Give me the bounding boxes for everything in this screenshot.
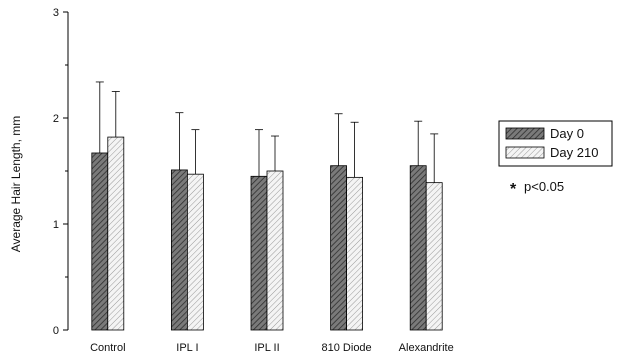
bar-day-210 xyxy=(107,136,125,331)
x-axis-labels: Control IPL I IPL II 810 Diode Alexandrite xyxy=(90,342,454,354)
bar-day-0 xyxy=(330,165,348,331)
bars xyxy=(91,136,443,331)
x-tick-label: Alexandrite xyxy=(399,342,454,354)
x-tick-label: IPL I xyxy=(176,342,198,354)
y-tick-label: 3 xyxy=(53,7,59,19)
legend-swatch-day-210 xyxy=(505,146,545,159)
x-tick-label: Control xyxy=(90,342,125,354)
bar-day-210 xyxy=(186,173,204,331)
x-tick-label: IPL II xyxy=(254,342,279,354)
bar-day-210 xyxy=(425,182,443,331)
x-tick-label: 810 Diode xyxy=(322,342,372,354)
y-tick-label: 0 xyxy=(53,325,59,337)
bar-day-0 xyxy=(91,152,109,331)
bar-day-210 xyxy=(266,170,284,331)
bar-day-0 xyxy=(170,169,188,331)
bar-day-0 xyxy=(409,165,427,331)
axes: 0 1 2 3 xyxy=(53,7,69,337)
legend-label-day-210: Day 210 xyxy=(550,145,598,160)
legend: Day 0 Day 210 xyxy=(498,120,613,167)
bar-day-210 xyxy=(346,176,364,331)
bar-day-0 xyxy=(250,175,268,331)
asterisk-icon: * xyxy=(510,181,517,198)
y-axis-label: Average Hair Length, mm xyxy=(9,116,23,253)
significance-note: * p<0.05 xyxy=(510,179,564,198)
significance-label: p<0.05 xyxy=(524,179,564,194)
legend-label-day-0: Day 0 xyxy=(550,126,584,141)
legend-swatch-day-0 xyxy=(505,127,545,140)
y-tick-label: 1 xyxy=(53,219,59,231)
y-tick-label: 2 xyxy=(53,113,59,125)
